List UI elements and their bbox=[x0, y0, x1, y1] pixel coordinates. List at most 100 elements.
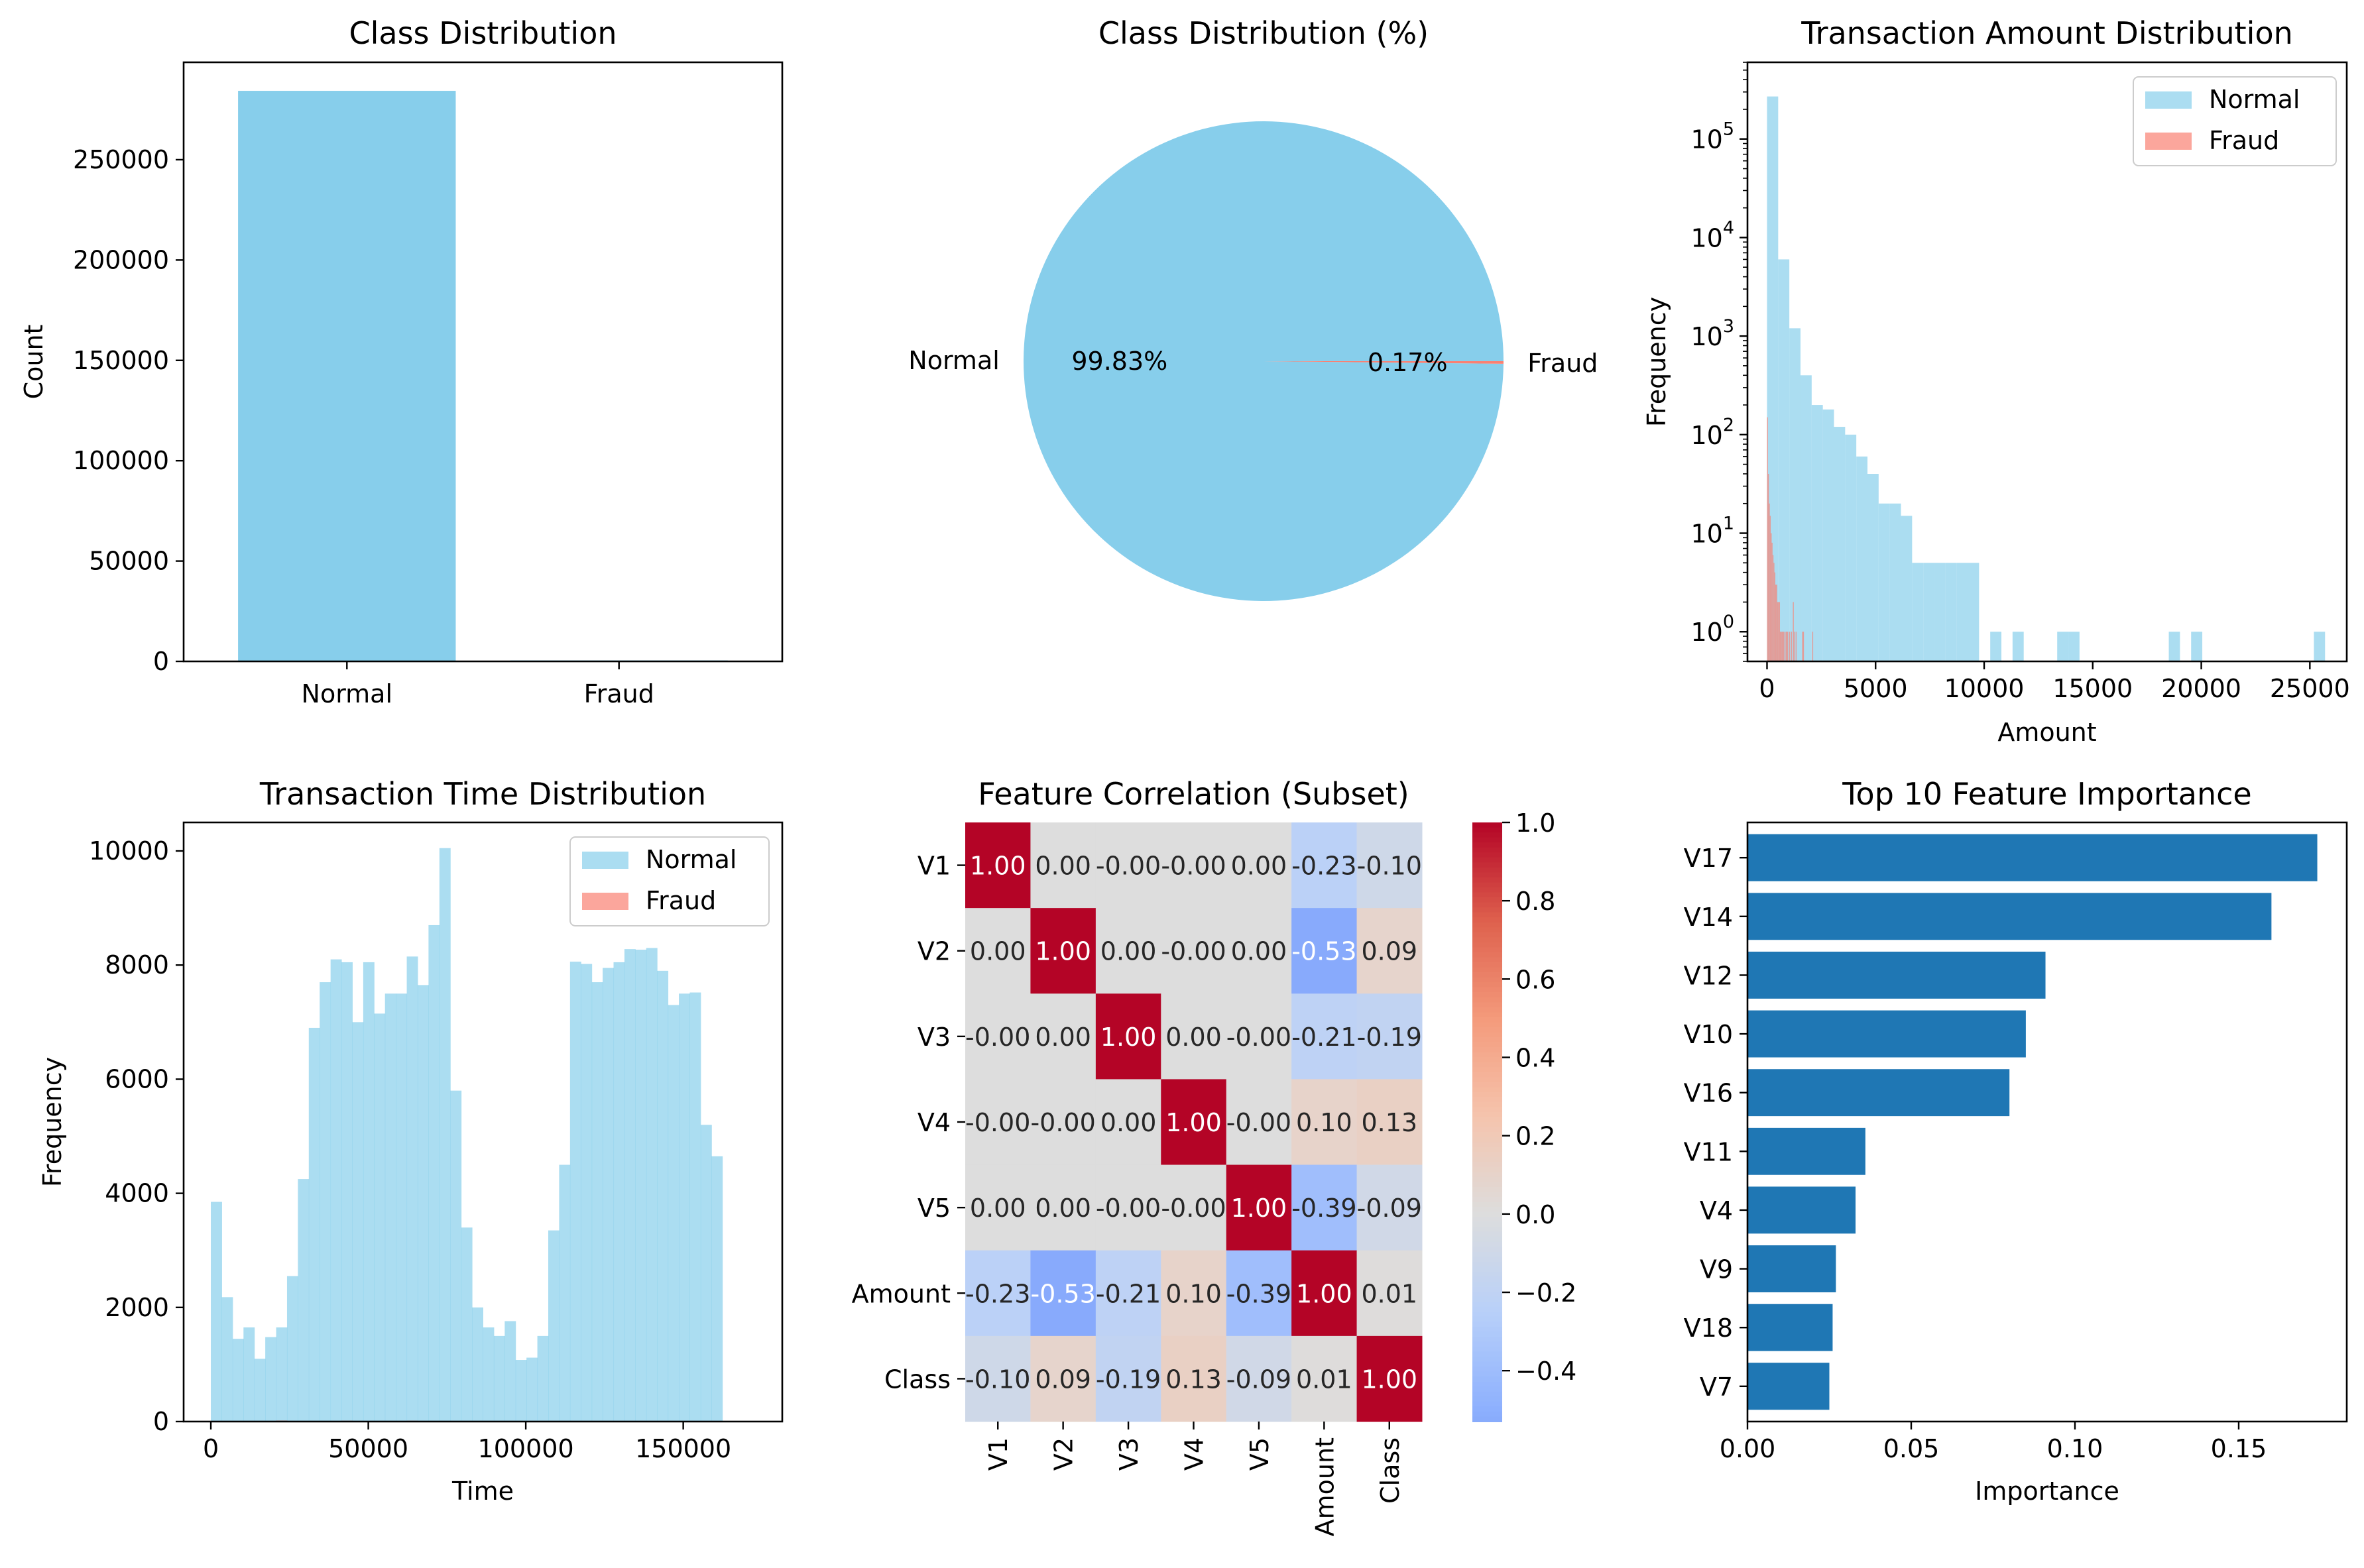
pie-pct-label: 99.83% bbox=[1071, 347, 1167, 376]
hist-bar-normal bbox=[679, 993, 690, 1422]
colorbar-segment bbox=[1472, 992, 1502, 998]
heatmap-cell bbox=[1226, 1079, 1292, 1166]
colorbar-segment bbox=[1472, 832, 1502, 838]
x-tick-label: 0.15 bbox=[2211, 1434, 2267, 1463]
heatmap-cell-value: 0.01 bbox=[1361, 1279, 1417, 1308]
pie-pct-label: 0.17% bbox=[1368, 348, 1448, 377]
heatmap-cell bbox=[1226, 1250, 1292, 1337]
hist-bar-normal bbox=[286, 1276, 298, 1422]
hist-bar-normal bbox=[700, 1125, 712, 1422]
hist-bar-normal bbox=[1923, 563, 1935, 661]
x-tick-label: Class bbox=[1376, 1437, 1405, 1504]
colorbar-segment bbox=[1472, 857, 1502, 864]
y-tick-label: V17 bbox=[1684, 844, 1733, 873]
heatmap-cell bbox=[1356, 1250, 1423, 1337]
colorbar-segment bbox=[1472, 837, 1502, 844]
y-tick-exponent: 3 bbox=[1723, 316, 1734, 337]
x-tick-label: 20000 bbox=[2161, 674, 2241, 703]
colorbar-segment bbox=[1472, 1231, 1502, 1238]
colorbar-segment bbox=[1472, 1221, 1502, 1228]
hist-bar-normal bbox=[2191, 632, 2203, 661]
x-tick-label: V5 bbox=[1245, 1437, 1274, 1471]
hist-bar-normal bbox=[1945, 563, 1957, 661]
hist-bar-normal bbox=[461, 1227, 473, 1422]
colorbar-segment bbox=[1472, 1022, 1502, 1028]
colorbar-tick-label: 0.0 bbox=[1515, 1200, 1555, 1229]
colorbar-segment bbox=[1472, 1266, 1502, 1272]
y-tick-label: V9 bbox=[1700, 1255, 1733, 1284]
hist-bar-fraud bbox=[1795, 632, 1797, 661]
heatmap-cell-value: -0.00 bbox=[965, 1108, 1030, 1137]
x-tick-label: V4 bbox=[1180, 1437, 1209, 1471]
colorbar-tick-label: −0.4 bbox=[1515, 1357, 1576, 1386]
hist-bar-normal bbox=[1990, 632, 2002, 661]
colorbar-segment bbox=[1472, 1207, 1502, 1213]
hist-bar-normal bbox=[1834, 427, 1846, 661]
heatmap-cell-value: 0.00 bbox=[970, 937, 1026, 966]
chart-time-distribution: 0 50000 100000 150000 0 2000 4000 6000 8000 10000… bbox=[38, 776, 784, 1506]
colorbar-segment bbox=[1472, 957, 1502, 963]
colorbar-segment bbox=[1472, 1052, 1502, 1058]
importance-bar bbox=[1747, 951, 2046, 999]
colorbar-segment bbox=[1472, 1186, 1502, 1193]
y-tick-label: V1 bbox=[917, 852, 951, 881]
colorbar-segment bbox=[1472, 962, 1502, 968]
hist-bar-fraud bbox=[1771, 542, 1773, 661]
colorbar-segment bbox=[1472, 952, 1502, 958]
hist-bar-normal bbox=[406, 956, 418, 1422]
x-tick-label: 25000 bbox=[2270, 674, 2350, 703]
heatmap-cell-value: 0.00 bbox=[1231, 852, 1287, 881]
hist-bar-normal bbox=[581, 964, 593, 1422]
legend-label: Normal bbox=[646, 845, 737, 874]
chart-title: Top 10 Feature Importance bbox=[1842, 776, 2251, 812]
heatmap-cell bbox=[1161, 1164, 1227, 1251]
heatmap-cell bbox=[1356, 1164, 1423, 1251]
colorbar-segment bbox=[1472, 1381, 1502, 1388]
colorbar-segment bbox=[1472, 1127, 1502, 1133]
heatmap-cell bbox=[1226, 993, 1292, 1080]
x-axis-label: Amount bbox=[1997, 718, 2096, 747]
x-tick-label: V2 bbox=[1049, 1437, 1079, 1471]
colorbar-segment bbox=[1472, 1282, 1502, 1288]
hist-bar-normal bbox=[689, 992, 701, 1422]
importance-bar bbox=[1747, 1186, 1856, 1234]
colorbar-segment bbox=[1472, 1097, 1502, 1103]
heatmap-cell-value: 0.00 bbox=[1231, 937, 1287, 966]
hist-bar-normal bbox=[330, 959, 342, 1422]
heatmap-cell-value: 0.10 bbox=[1165, 1279, 1222, 1308]
heatmap-cell bbox=[1291, 822, 1358, 909]
y-tick-label: V10 bbox=[1684, 1020, 1733, 1049]
heatmap-cell bbox=[1161, 1250, 1227, 1337]
y-tick-label: V4 bbox=[917, 1108, 951, 1137]
colorbar-segment bbox=[1472, 1072, 1502, 1078]
pie-slice-fraud bbox=[1264, 361, 1504, 364]
x-tick-label: 0.10 bbox=[2047, 1434, 2103, 1463]
hist-bar-fraud bbox=[1777, 602, 1779, 661]
colorbar-tick-label: 1.0 bbox=[1515, 809, 1555, 838]
heatmap-cell-value: 1.00 bbox=[1231, 1194, 1287, 1223]
hist-bar-normal bbox=[2168, 632, 2180, 661]
heatmap-cell bbox=[1095, 1164, 1161, 1251]
hist-bar-normal bbox=[232, 1339, 244, 1422]
heatmap-cell bbox=[965, 1335, 1031, 1422]
colorbar-segment bbox=[1472, 1357, 1502, 1363]
chart-title: Class Distribution (%) bbox=[1098, 15, 1429, 51]
colorbar-segment bbox=[1472, 1012, 1502, 1018]
hist-bar-normal bbox=[1934, 563, 1946, 661]
y-tick-label: V4 bbox=[1700, 1196, 1733, 1225]
heatmap-cell bbox=[1356, 908, 1423, 994]
colorbar-segment bbox=[1472, 917, 1502, 923]
colorbar-segment bbox=[1472, 1077, 1502, 1083]
y-tick-label: 8000 bbox=[105, 950, 169, 980]
hist-bar-normal bbox=[711, 1156, 723, 1422]
colorbar-segment bbox=[1472, 1202, 1502, 1208]
colorbar-segment bbox=[1472, 997, 1502, 1003]
hist-bar-normal bbox=[1778, 259, 1790, 662]
colorbar-segment bbox=[1472, 1241, 1502, 1248]
colorbar-segment bbox=[1472, 1027, 1502, 1033]
heatmap-cell-value: 0.00 bbox=[1035, 1023, 1091, 1052]
heatmap-cell-value: -0.39 bbox=[1226, 1279, 1291, 1308]
x-axis-label: Time bbox=[451, 1477, 514, 1506]
axes-frame bbox=[182, 821, 784, 1423]
chart-feature-correlation: 1.00 0.00 -0.00 -0.00 0.00 -0.23 -0.100.00 1.00… bbox=[852, 776, 1577, 1536]
